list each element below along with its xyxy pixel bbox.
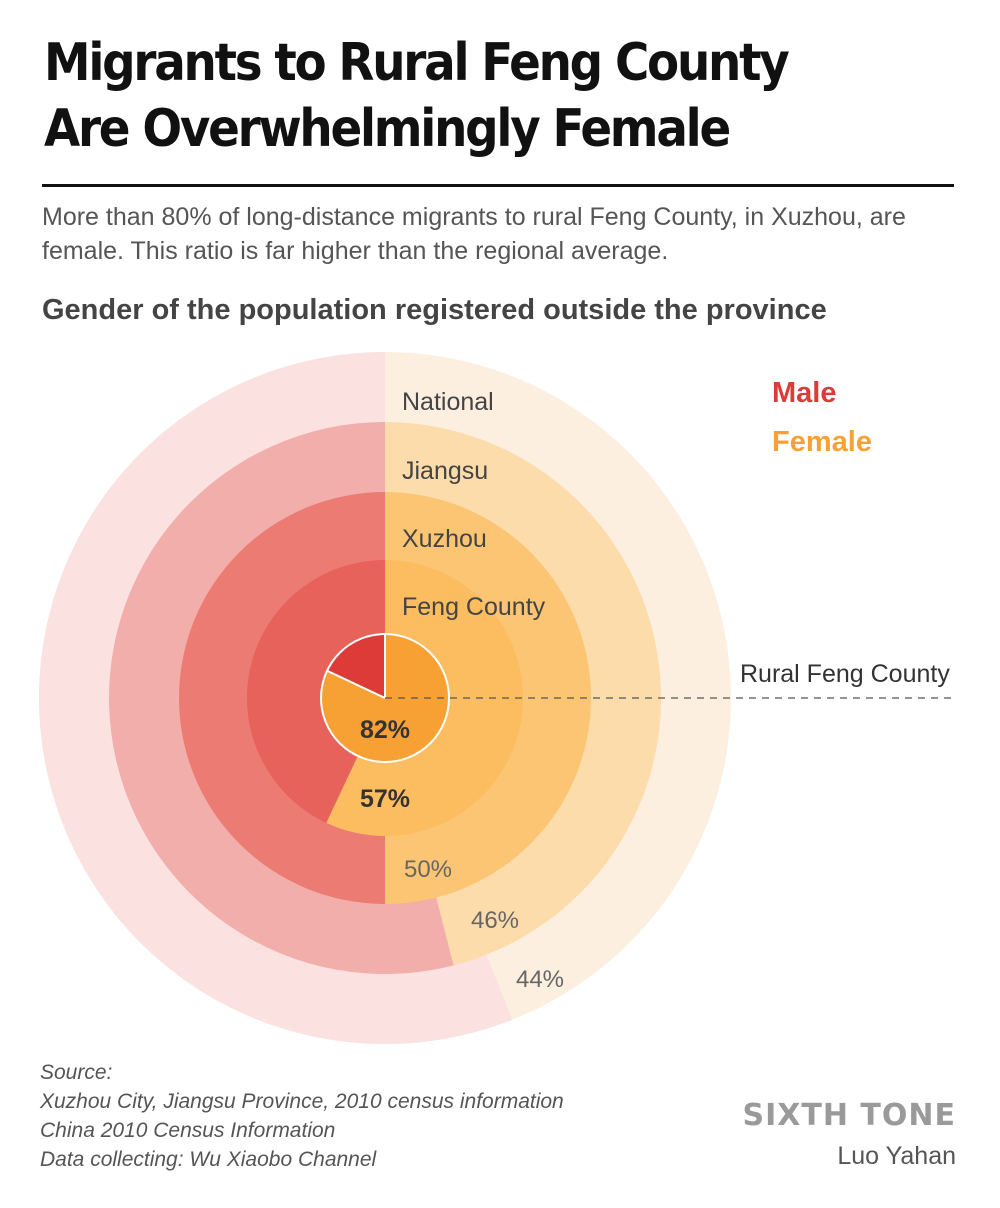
title-line-1: Migrants to Rural Feng County	[44, 33, 790, 93]
male-slice-rural-feng-county	[327, 634, 385, 698]
source-line-1: Xuzhou City, Jiangsu Province, 2010 cens…	[40, 1090, 564, 1113]
ring-label-feng-county: Feng County	[402, 593, 546, 621]
chart-title: Migrants to Rural Feng County Are Overwh…	[44, 30, 872, 162]
male-slice-feng-county	[246, 560, 385, 823]
ring-label-rural-feng-county: Rural Feng County	[740, 660, 950, 688]
title-divider	[42, 184, 954, 187]
chart-subtitle: More than 80% of long-distance migrants …	[42, 203, 906, 265]
ring-label-jiangsu: Jiangsu	[402, 457, 488, 485]
value-label-feng-county: 57%	[360, 785, 410, 813]
source-note: Source: Xuzhou City, Jiangsu Province, 2…	[40, 1058, 660, 1174]
ring-label-national: National	[402, 388, 494, 416]
source-line-3: Data collecting: Wu Xiaobo Channel	[40, 1148, 377, 1171]
source-line-2: China 2010 Census Information	[40, 1119, 336, 1142]
legend-male: Male	[772, 377, 836, 409]
legend-female: Female	[772, 426, 872, 458]
value-label-jiangsu: 46%	[471, 907, 519, 934]
rings-group	[38, 352, 731, 1044]
chart-heading: Gender of the population registered outs…	[42, 294, 827, 326]
value-label-rural-feng-county: 82%	[360, 716, 410, 744]
nested-pie-chart: National Jiangsu Xuzhou Feng County Rural Fe…	[38, 352, 952, 1044]
brand-logo-text: SIXTH TONE	[742, 1098, 956, 1133]
author-credit: Luo Yahan	[837, 1142, 956, 1170]
source-label: Source:	[40, 1061, 113, 1084]
value-label-national: 44%	[516, 966, 564, 993]
title-line-2: Are Overwhelmingly Female	[44, 99, 731, 159]
value-label-xuzhou: 50%	[404, 856, 452, 883]
labels-group: National Jiangsu Xuzhou Feng County Rural Fe…	[360, 377, 952, 993]
ring-label-xuzhou: Xuzhou	[402, 525, 487, 553]
inner-pie-divider-boundary	[326, 669, 386, 699]
